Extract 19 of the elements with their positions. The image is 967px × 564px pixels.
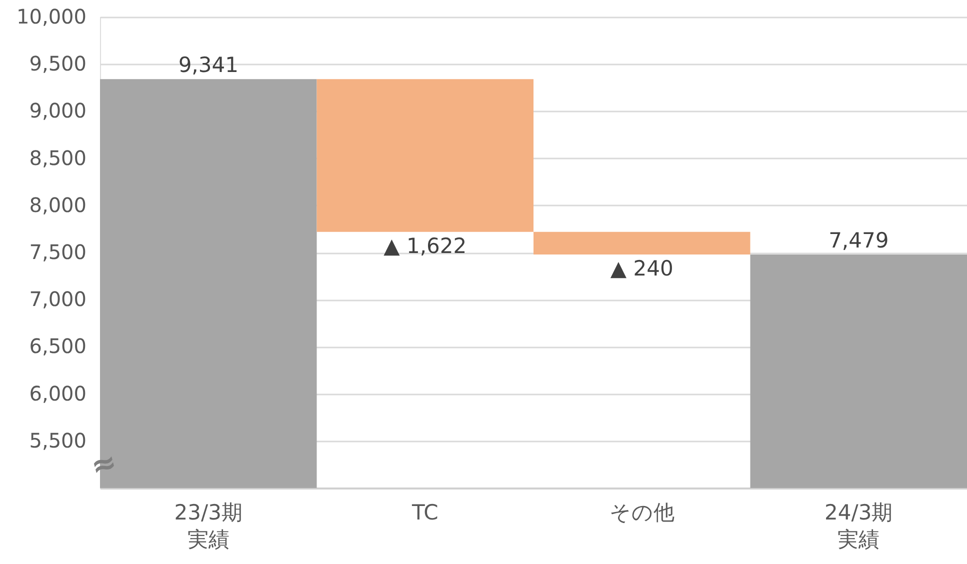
- y-tick-label: 7,500: [29, 240, 86, 264]
- x-tick-label: TC: [410, 500, 438, 524]
- y-tick-label: 10,000: [16, 4, 86, 28]
- annotation: ≈: [87, 444, 121, 485]
- y-tick-label: 8,000: [29, 192, 86, 217]
- y-tick-label: 9,500: [29, 52, 86, 76]
- data-label: ▲ 1,622: [384, 234, 467, 258]
- y-tick-label: 5,500: [29, 428, 86, 452]
- x-tick-label: 23/3期実績: [174, 500, 242, 552]
- x-tick-label: その他: [609, 500, 674, 524]
- x-tick-label: 24/3期実績: [824, 500, 893, 552]
- data-label: 9,341: [178, 53, 238, 78]
- y-tick-label: 8,500: [29, 146, 86, 170]
- y-tick-label: 7,000: [29, 287, 86, 312]
- y-tick-label: 9,000: [29, 98, 86, 123]
- data-label: 7,479: [828, 228, 889, 252]
- data-label: ▲ 240: [610, 256, 674, 280]
- y-tick-label: 6,000: [29, 381, 86, 406]
- y-tick-label: 6,500: [29, 334, 86, 358]
